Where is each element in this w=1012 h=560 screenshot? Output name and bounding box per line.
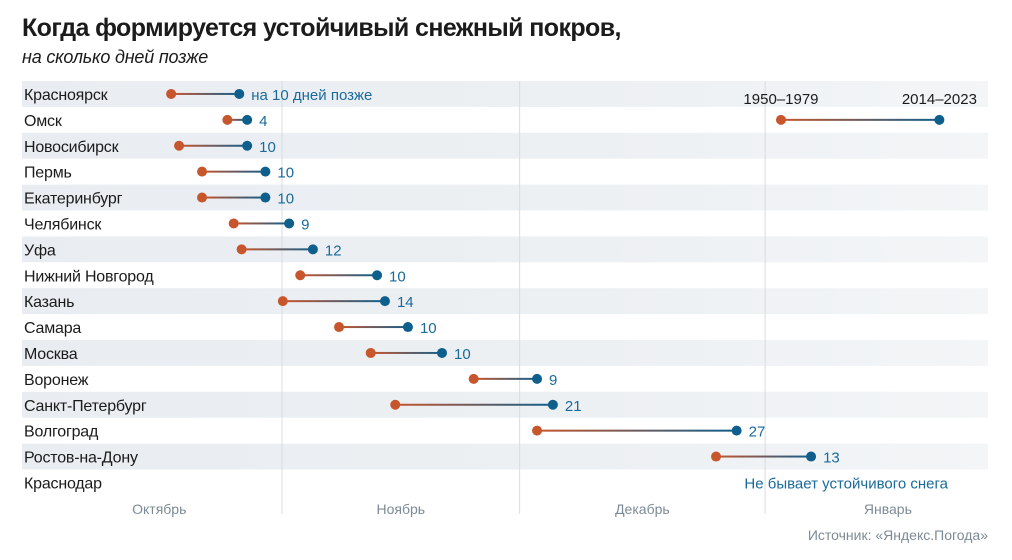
city-label: Челябинск	[24, 216, 102, 233]
chart-title: Когда формируется устойчивый снежный пок…	[22, 14, 621, 42]
dumbbell-line	[395, 403, 553, 406]
city-label: Пермь	[24, 165, 72, 182]
delay-label: 10	[277, 191, 294, 208]
end-dot-2014-2023	[547, 399, 558, 410]
axis-band	[22, 495, 988, 516]
start-dot-1950-1979	[334, 322, 345, 333]
end-dot-2014-2023	[806, 451, 817, 462]
dumbbell-line	[202, 196, 266, 199]
start-dot-1950-1979	[197, 192, 208, 203]
end-dot-2014-2023	[242, 140, 253, 151]
dumbbell-line	[227, 118, 248, 121]
end-dot-2014-2023	[242, 114, 253, 125]
dumbbell-line	[179, 144, 248, 147]
row-stripe	[22, 132, 988, 159]
month-label: Ноябрь	[377, 501, 426, 517]
start-dot-1950-1979	[222, 114, 233, 125]
row-stripe	[22, 288, 988, 315]
delay-label: 13	[823, 450, 840, 467]
city-label: Москва	[24, 346, 78, 363]
dumbbell-line	[282, 300, 385, 303]
delay-label: 10	[420, 320, 437, 337]
city-label: Нижний Новгород	[24, 268, 154, 285]
delay-label: 10	[259, 139, 276, 156]
end-dot-2014-2023	[731, 425, 742, 436]
start-dot-1950-1979	[468, 373, 479, 384]
legend-start-label: 1950–1979	[743, 91, 818, 108]
delay-label: 27	[749, 424, 766, 441]
end-dot-2014-2023	[307, 244, 318, 255]
start-dot-1950-1979	[277, 296, 288, 307]
city-label: Ростов-на-Дону	[24, 450, 138, 467]
city-label: Екатеринбург	[24, 191, 123, 208]
end-dot-2014-2023	[234, 88, 245, 99]
delay-label: 9	[549, 372, 557, 389]
start-dot-1950-1979	[174, 140, 185, 151]
delay-label: 10	[389, 268, 406, 285]
end-dot-2014-2023	[260, 192, 271, 203]
legend-end-label: 2014–2023	[902, 91, 977, 108]
start-dot-1950-1979	[711, 451, 722, 462]
row-stripe	[22, 184, 988, 211]
end-dot-2014-2023	[532, 373, 543, 384]
source-note: Источник: «Яндекс.Погода»	[807, 527, 988, 543]
city-label: Красноярск	[24, 87, 109, 104]
city-label: Новосибирск	[24, 139, 120, 156]
delay-label: 12	[325, 242, 342, 259]
end-dot-2014-2023	[437, 347, 448, 358]
row-stripe	[22, 340, 988, 366]
dumbbell-line	[171, 92, 240, 95]
legend-line	[780, 118, 940, 121]
legend-start-dot	[775, 114, 786, 125]
delay-label: 9	[301, 216, 309, 233]
delay-label: 4	[259, 113, 267, 130]
city-label: Омск	[24, 113, 63, 130]
city-label: Казань	[24, 294, 74, 311]
delay-label: на 10 дней позже	[251, 87, 372, 104]
dumbbell-line	[233, 222, 290, 225]
start-dot-1950-1979	[532, 425, 543, 436]
dumbbell-line	[370, 351, 443, 354]
city-label: Санкт-Петербург	[24, 398, 147, 415]
dumbbell-line	[202, 170, 266, 173]
delay-label: 21	[565, 398, 582, 415]
delay-label: 14	[397, 294, 414, 311]
dumbbell-line	[339, 326, 408, 329]
start-dot-1950-1979	[166, 88, 177, 99]
dumbbell-line	[716, 455, 812, 458]
end-dot-2014-2023	[379, 296, 390, 307]
end-dot-2014-2023	[284, 218, 295, 229]
city-label: Самара	[24, 320, 81, 337]
start-dot-1950-1979	[365, 347, 376, 358]
row-stripe	[22, 443, 988, 470]
start-dot-1950-1979	[390, 399, 401, 410]
city-label: Воронеж	[24, 372, 89, 389]
start-dot-1950-1979	[197, 166, 208, 177]
city-label: Краснодар	[24, 475, 102, 492]
end-dot-2014-2023	[372, 270, 383, 281]
row-stripe	[22, 236, 988, 263]
delay-label: 10	[454, 346, 471, 363]
no-snow-note: Не бывает устойчивого снега	[744, 475, 948, 492]
dumbbell-line	[537, 429, 737, 432]
chart-subtitle: на сколько дней позже	[22, 47, 209, 67]
delay-label: 10	[277, 165, 294, 182]
start-dot-1950-1979	[295, 270, 306, 281]
dumbbell-line	[241, 248, 313, 251]
city-label: Волгоград	[24, 424, 99, 441]
dumbbell-line	[300, 274, 378, 277]
city-label: Уфа	[24, 242, 56, 259]
end-dot-2014-2023	[402, 322, 413, 333]
dumbbell-line	[473, 377, 538, 380]
end-dot-2014-2023	[260, 166, 271, 177]
legend-end-dot	[934, 114, 945, 125]
start-dot-1950-1979	[236, 244, 247, 255]
month-label: Январь	[864, 501, 912, 517]
start-dot-1950-1979	[228, 218, 239, 229]
month-label: Октябрь	[132, 501, 186, 517]
month-label: Декабрь	[615, 501, 670, 517]
